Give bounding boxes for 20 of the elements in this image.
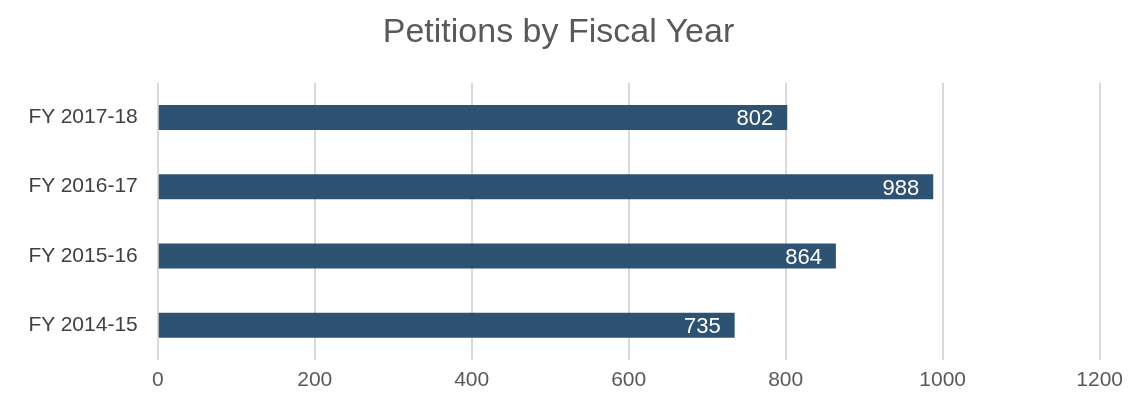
x-tick-label: 400 xyxy=(454,367,490,391)
y-tick-label: FY 2015-16 xyxy=(28,242,138,266)
x-tick-label: 600 xyxy=(611,367,647,391)
bar xyxy=(158,312,735,338)
y-tick-label: FY 2014-15 xyxy=(28,311,138,335)
bar xyxy=(158,243,836,269)
bar xyxy=(158,104,788,130)
chart-title: Petitions by Fiscal Year xyxy=(382,10,735,49)
y-tick-label: FY 2016-17 xyxy=(28,173,138,197)
bar xyxy=(158,174,934,200)
x-tick-label: 0 xyxy=(151,367,164,391)
data-label: 802 xyxy=(736,105,774,131)
x-tick-label: 800 xyxy=(768,367,804,391)
x-tick-label: 1000 xyxy=(919,367,967,391)
data-label: 735 xyxy=(683,313,721,339)
y-tick-label: FY 2017-18 xyxy=(28,104,138,128)
x-tick-label: 200 xyxy=(297,367,333,391)
data-label: 988 xyxy=(882,174,920,200)
data-label: 864 xyxy=(785,243,822,269)
x-tick-label: 1200 xyxy=(1076,367,1123,391)
